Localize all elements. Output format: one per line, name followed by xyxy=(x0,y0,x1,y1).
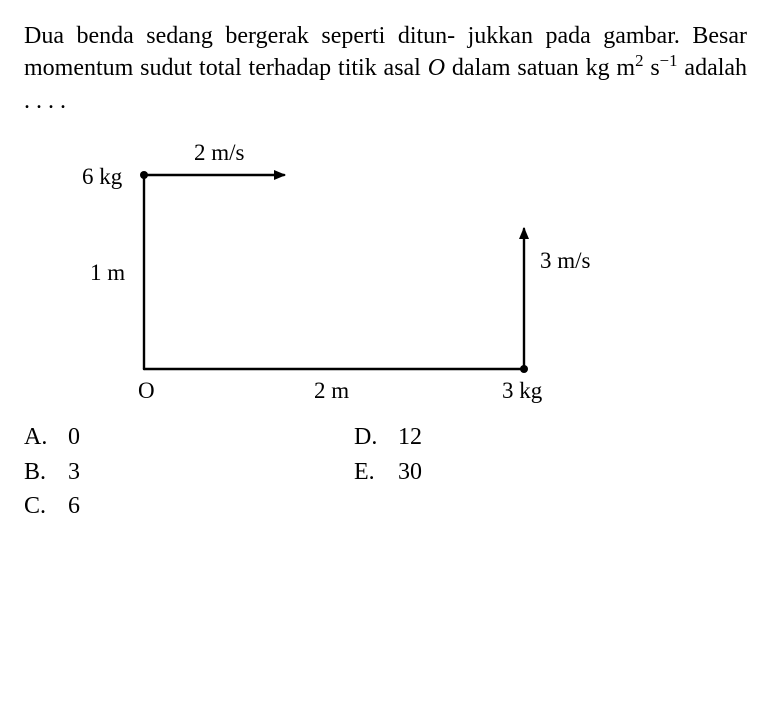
label-origin: O xyxy=(138,375,155,406)
label-vel-top: 2 m/s xyxy=(194,137,244,168)
q-unit-s: s xyxy=(644,55,660,81)
choice-e-letter: E. xyxy=(354,456,398,488)
choice-d-letter: D. xyxy=(354,421,398,453)
q-unit-kgm: kg m xyxy=(586,55,636,81)
q-origin-sym: O xyxy=(428,55,445,81)
choice-d: D. 12 xyxy=(354,421,422,453)
q-line-3b: dalam satuan xyxy=(445,55,579,81)
choice-b-value: 3 xyxy=(68,456,80,488)
choices-right-column: D. 12 E. 30 xyxy=(354,421,422,524)
choices-left-column: A. 0 B. 3 C. 6 xyxy=(24,421,354,524)
question-text: Dua benda sedang bergerak seperti ditun-… xyxy=(24,20,747,117)
label-height: 1 m xyxy=(90,257,125,288)
choice-c-value: 6 xyxy=(68,490,80,522)
choice-d-value: 12 xyxy=(398,421,422,453)
physics-diagram: 6 kg 2 m/s 1 m 3 m/s O 2 m 3 kg xyxy=(84,129,624,409)
q-line-3a: total terhadap titik asal xyxy=(199,55,428,81)
choice-e-value: 30 xyxy=(398,456,422,488)
choice-a-letter: A. xyxy=(24,421,68,453)
choice-a: A. 0 xyxy=(24,421,354,453)
answer-choices: A. 0 B. 3 C. 6 D. 12 E. 30 xyxy=(24,421,747,524)
choice-a-value: 0 xyxy=(68,421,80,453)
label-mass-left: 6 kg xyxy=(82,161,122,192)
choice-c-letter: C. xyxy=(24,490,68,522)
q-sup-2: 2 xyxy=(635,51,643,70)
label-bottom-len: 2 m xyxy=(314,375,349,406)
choice-e: E. 30 xyxy=(354,456,422,488)
choice-b: B. 3 xyxy=(24,456,354,488)
q-sup-neg1: −1 xyxy=(660,51,678,70)
label-mass-right: 3 kg xyxy=(502,375,542,406)
choice-b-letter: B. xyxy=(24,456,68,488)
q-line-1: Dua benda sedang bergerak seperti ditun- xyxy=(24,23,455,49)
choice-c: C. 6 xyxy=(24,490,354,522)
label-vel-right: 3 m/s xyxy=(540,245,590,276)
